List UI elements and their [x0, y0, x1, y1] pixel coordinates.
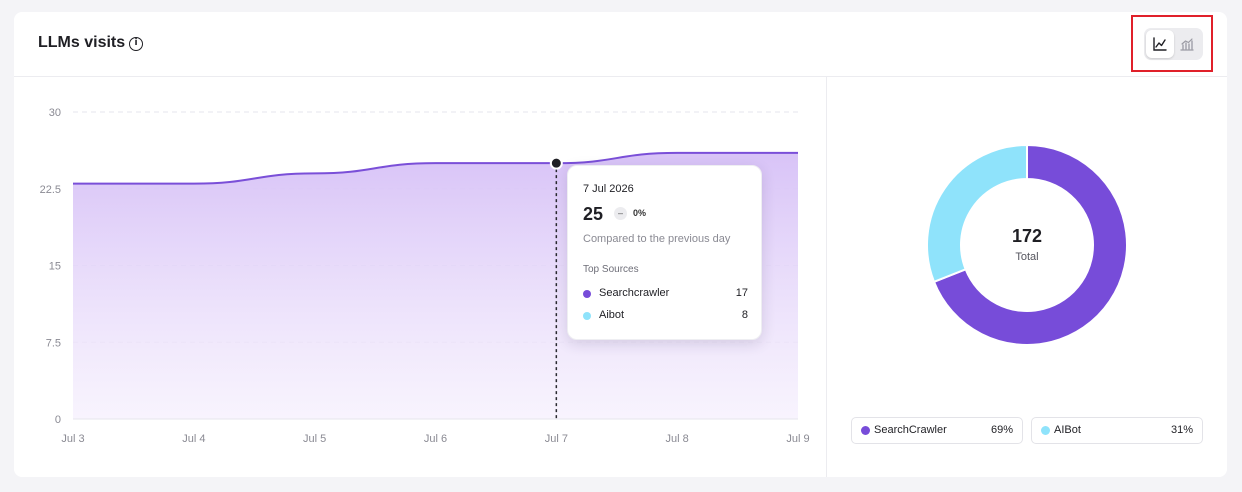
card-header: LLMs visits i	[14, 12, 1227, 77]
donut-total-label: Total	[1015, 251, 1039, 263]
x-tick-label: Jul 8	[666, 433, 689, 445]
chart-view-toggle	[1144, 28, 1203, 60]
tooltip-date: 7 Jul 2026	[583, 183, 634, 195]
legend-color-dot	[861, 426, 870, 435]
legend-item-searchcrawler[interactable]: SearchCrawler 69%	[851, 417, 1023, 444]
legend-label: AIBot	[1054, 424, 1081, 436]
hover-data-point[interactable]	[549, 156, 563, 170]
y-tick-label: 15	[49, 261, 61, 273]
x-tick-label: Jul 3	[61, 433, 84, 445]
x-tick-label: Jul 6	[424, 433, 447, 445]
donut-total: 172	[1011, 226, 1043, 246]
series-line	[73, 151, 798, 185]
y-tick-label: 7.5	[46, 337, 61, 349]
source-name: Searchcrawler	[599, 287, 670, 299]
line-chart-icon	[1153, 37, 1167, 51]
tooltip-source-row: Aibot 8	[583, 308, 748, 324]
line-chart-view-button[interactable]	[1146, 30, 1174, 58]
source-value: 8	[741, 309, 748, 321]
donut-slice-aibot[interactable]	[926, 143, 1028, 284]
donut-slice-searchcrawler[interactable]	[932, 143, 1128, 346]
y-tick-label: 0	[55, 414, 61, 426]
tooltip-sources-title: Top Sources	[583, 264, 639, 275]
x-tick-label: Jul 4	[182, 433, 205, 445]
x-tick-label: Jul 7	[545, 433, 568, 445]
tooltip-value: 25	[583, 204, 604, 224]
chart-tooltip: 7 Jul 2026 25 – 0% Compared to the previ…	[567, 165, 762, 340]
sources-donut-chart	[926, 143, 1128, 346]
legend-color-dot	[1041, 426, 1050, 435]
legend-label: SearchCrawler	[874, 424, 947, 436]
tooltip-change: 0%	[633, 208, 647, 218]
llm-visits-card: LLMs visits i 0 7.5 15 22.5 30 Jul 3 Jul 4 Jul …	[14, 12, 1227, 477]
x-tick-label: Jul 9	[786, 433, 809, 445]
tooltip-source-row: Searchcrawler 17	[583, 286, 748, 302]
x-tick-label: Jul 5	[303, 433, 326, 445]
legend-percent: 31%	[1170, 424, 1193, 436]
card-title: LLMs visits	[38, 34, 126, 51]
legend-item-aibot[interactable]: AIBot 31%	[1031, 417, 1203, 444]
legend-percent: 69%	[990, 424, 1013, 436]
source-name: Aibot	[599, 309, 625, 321]
info-icon[interactable]: i	[129, 37, 143, 51]
panel-divider	[826, 77, 827, 477]
y-tick-label: 22.5	[40, 184, 61, 196]
change-badge-icon: –	[614, 207, 627, 220]
bar-chart-icon	[1180, 38, 1194, 51]
tooltip-compare-text: Compared to the previous day	[583, 233, 731, 245]
y-tick-label: 30	[49, 107, 61, 119]
source-color-dot	[583, 290, 591, 298]
source-value: 17	[735, 287, 748, 299]
bar-chart-view-button[interactable]	[1173, 30, 1201, 58]
donut-center: 172 Total	[977, 226, 1077, 263]
source-color-dot	[583, 312, 591, 320]
toggle-highlight-box	[1131, 15, 1213, 72]
